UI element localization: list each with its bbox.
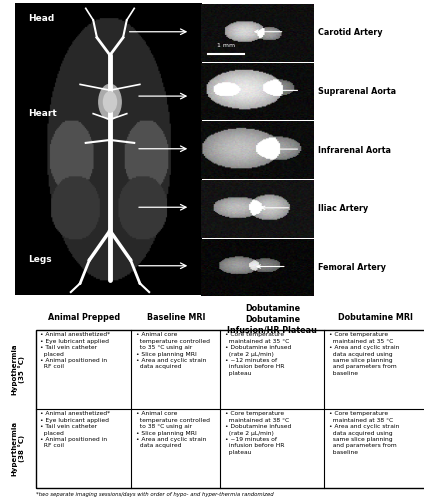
Text: Baseline MRI: Baseline MRI [147, 312, 205, 322]
Text: Iliac Artery: Iliac Artery [318, 204, 368, 214]
Text: Suprarenal Aorta: Suprarenal Aorta [318, 87, 396, 96]
Text: Dobutamine MRI: Dobutamine MRI [338, 312, 413, 322]
Text: Animal Prepped: Animal Prepped [47, 312, 120, 322]
Text: • Animal core
  temperature controlled
  to 38 °C using air
• Slice planning MRI: • Animal core temperature controlled to … [136, 412, 210, 449]
Text: *two separate imaging sessions/days with order of hypo- and hyper-thermia random: *two separate imaging sessions/days with… [36, 492, 273, 497]
Text: • Animal anesthetized*
• Eye lubricant applied
• Tail vein catheter
  placed
• A: • Animal anesthetized* • Eye lubricant a… [40, 412, 110, 449]
Text: Heart: Heart [28, 109, 57, 118]
Text: Carotid Artery: Carotid Artery [318, 28, 382, 38]
Text: Legs: Legs [28, 256, 52, 264]
Text: • Core temperature
  maintained at 38 °C
• Dobutamine infused
  (rate 2 μL/min)
: • Core temperature maintained at 38 °C •… [225, 412, 291, 455]
Text: Infrarenal Aorta: Infrarenal Aorta [318, 146, 391, 155]
Bar [36, 330, 424, 488]
Text: • Animal anesthetized*
• Eye lubricant applied
• Tail vein catheter
  placed
• A: • Animal anesthetized* • Eye lubricant a… [40, 332, 110, 370]
Text: • Animal core
  temperature controlled
  to 35 °C using air
• Slice planning MRI: • Animal core temperature controlled to … [136, 332, 210, 370]
Text: Hypothermia
(35 °C): Hypothermia (35 °C) [11, 344, 25, 395]
Text: • Core temperature
  maintained at 38 °C
• Area and cyclic strain
  data acquire: • Core temperature maintained at 38 °C •… [329, 412, 399, 455]
Text: Hyperthermia
(38 °C): Hyperthermia (38 °C) [11, 421, 25, 476]
Text: Femoral Artery: Femoral Artery [318, 263, 386, 272]
Circle shape [99, 84, 121, 120]
Text: • Core temperature
  maintained at 35 °C
• Area and cyclic strain
  data acquire: • Core temperature maintained at 35 °C •… [329, 332, 399, 376]
Text: Dobutamine
Infusion/HR Plateau: Dobutamine Infusion/HR Plateau [228, 314, 317, 334]
Text: Head: Head [28, 14, 54, 23]
Text: Dobutamine: Dobutamine [245, 304, 300, 312]
Text: • Core temperature
  maintained at 35 °C
• Dobutamine infused
  (rate 2 μL/min)
: • Core temperature maintained at 35 °C •… [225, 332, 291, 376]
Text: 1 mm: 1 mm [217, 43, 235, 48]
Circle shape [103, 92, 117, 112]
